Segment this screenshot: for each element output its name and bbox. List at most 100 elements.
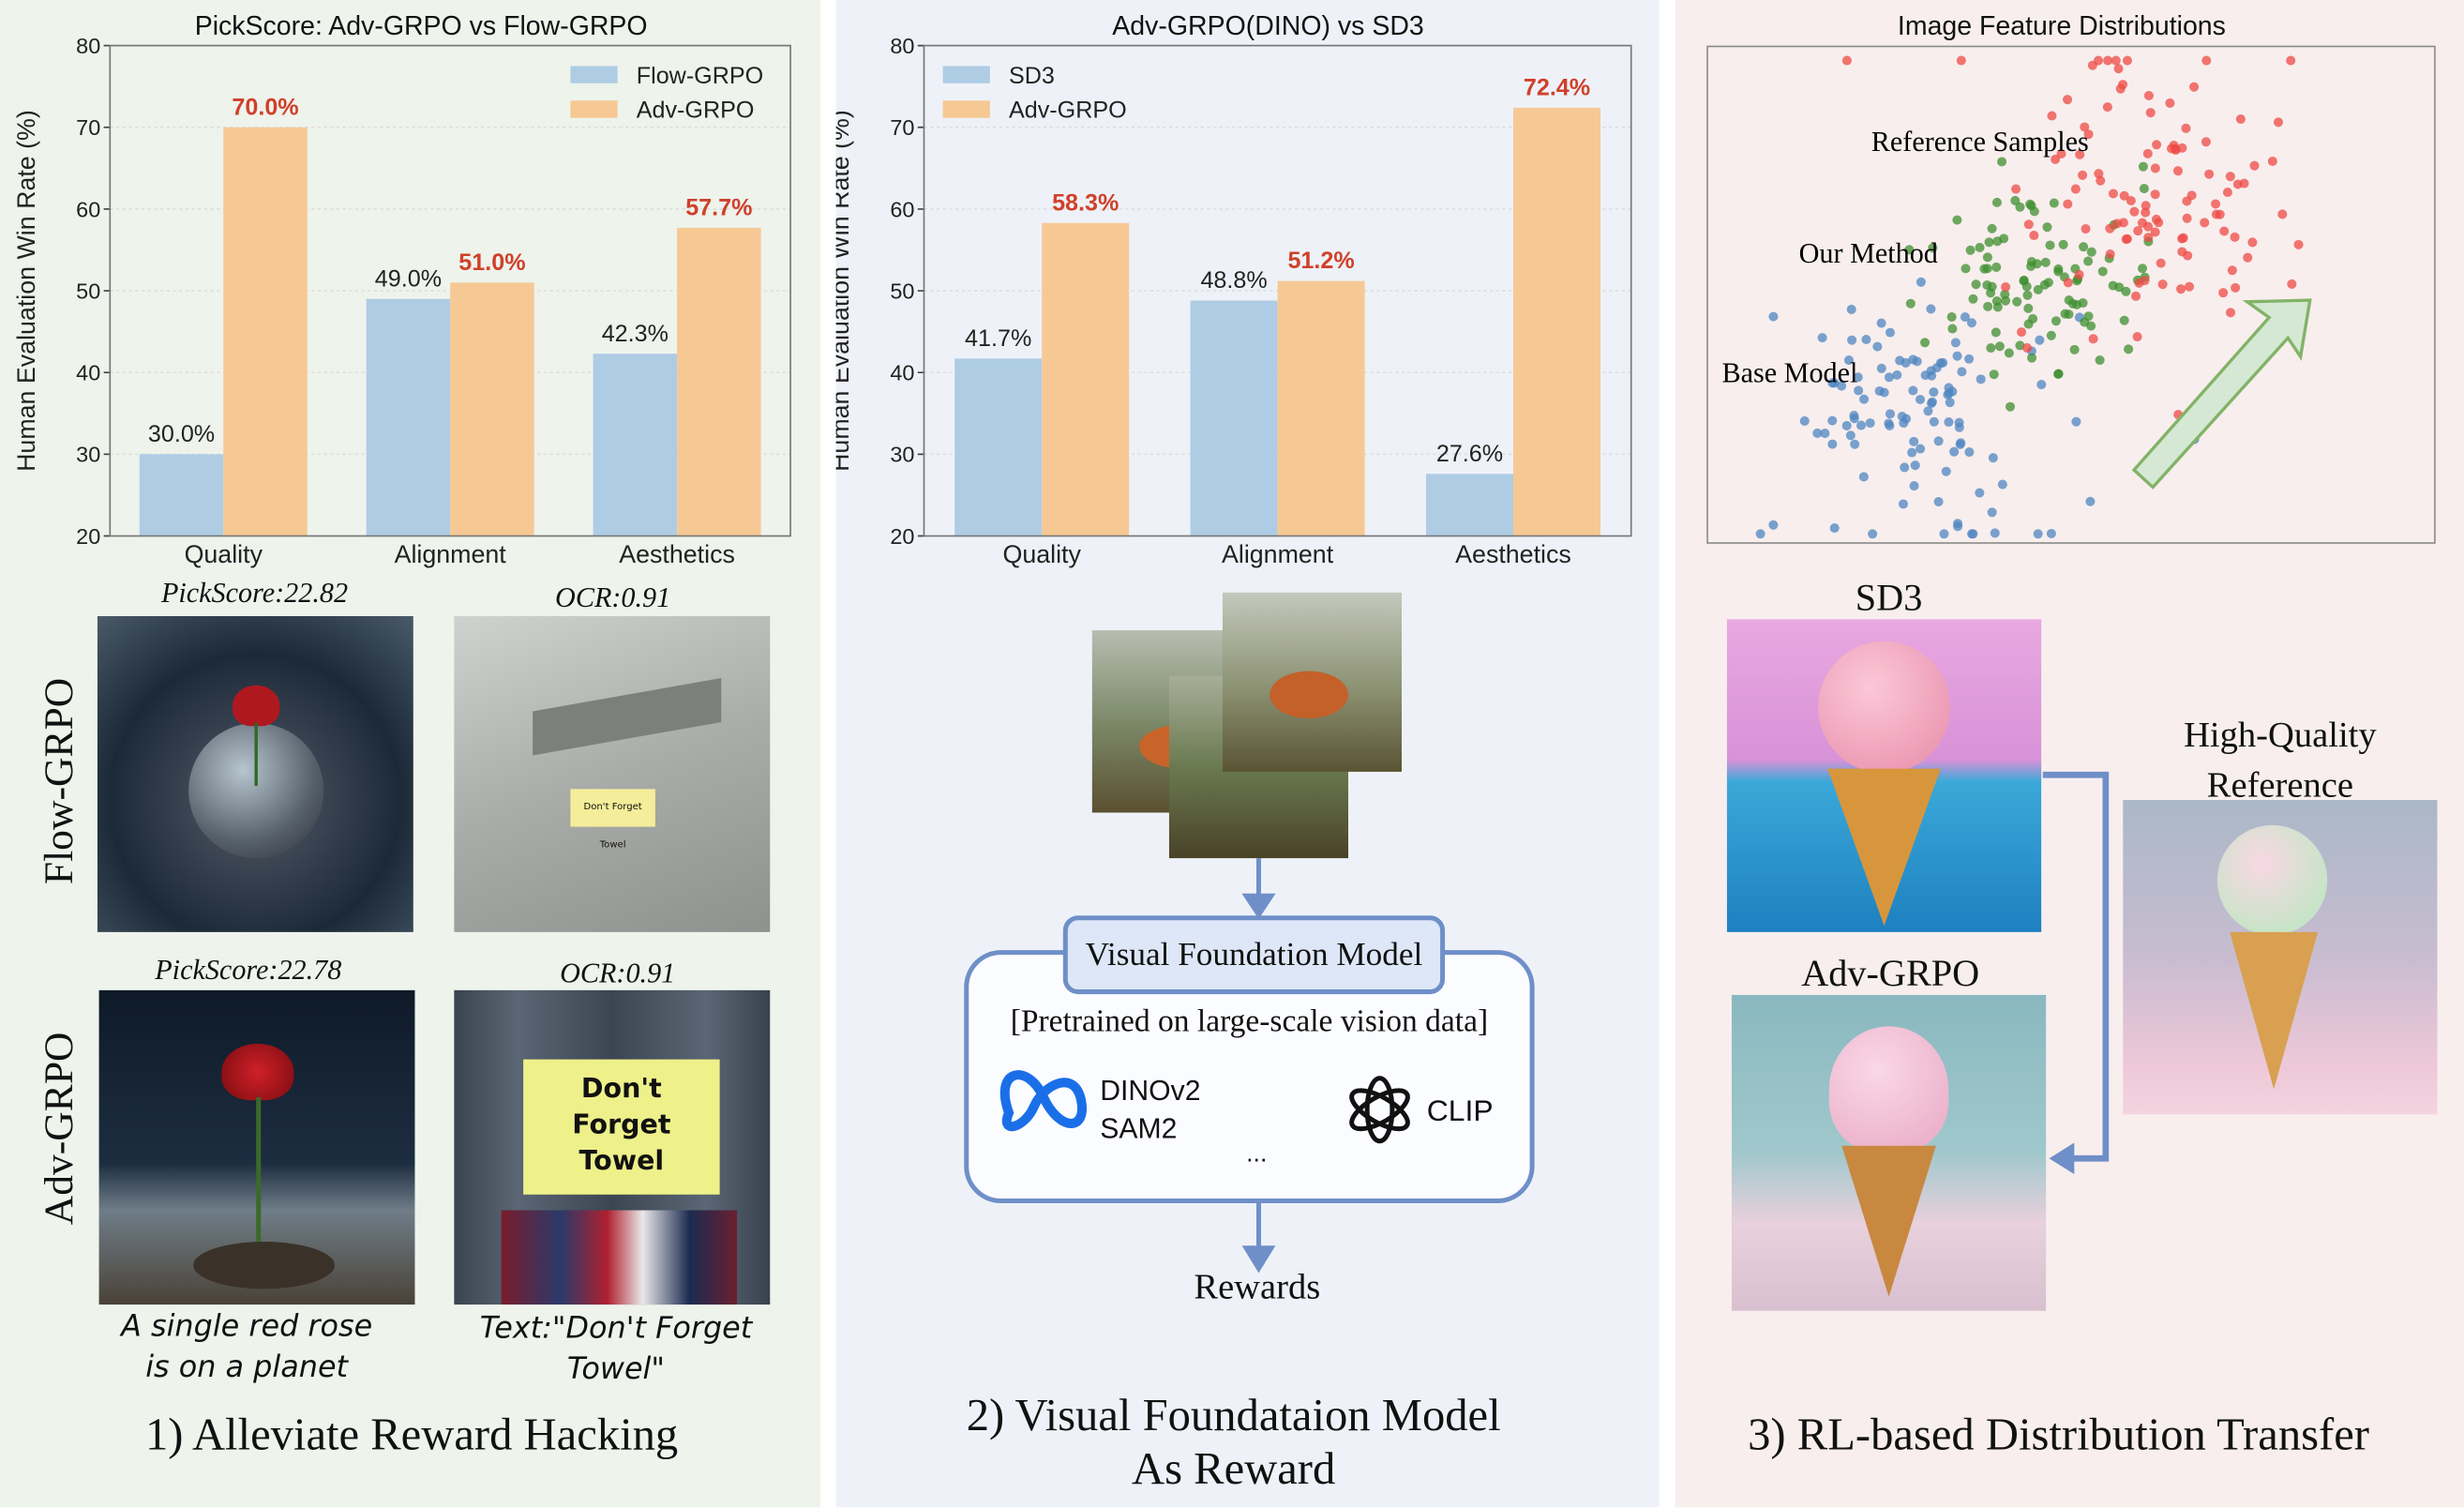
scatter-point-reference-samples: [2176, 284, 2186, 294]
y-tick-label: 30: [76, 443, 100, 467]
scatter-point-base-model: [1799, 415, 1810, 426]
scatter-point-reference-samples: [2088, 334, 2098, 344]
scatter-point-our-method: [1947, 324, 1958, 334]
image-reference-icecream: [2123, 800, 2438, 1115]
scatter-point-base-model: [1876, 318, 1886, 328]
scatter-point-reference-samples: [2083, 129, 2094, 140]
scatter-point-base-model: [1950, 338, 1961, 348]
scatter-point-base-model: [1901, 414, 1912, 424]
clothes-shape: [501, 1210, 738, 1305]
scatter-point-reference-samples: [2141, 201, 2151, 211]
scatter-point-reference-samples: [2267, 156, 2277, 166]
scatter-point-base-model: [2035, 335, 2045, 345]
scatter-point-base-model: [1997, 479, 2007, 490]
scatter-point-base-model: [1843, 355, 1854, 366]
scatter-point-base-model: [1941, 466, 1951, 476]
scatter-point-our-method: [2046, 330, 2056, 340]
scatter-point-reference-samples: [2286, 55, 2296, 66]
scatter-point-base-model: [2036, 380, 2047, 390]
cone-shape: [1827, 768, 1941, 927]
scatter-point-reference-samples: [2063, 199, 2073, 209]
scatter-point-our-method: [1986, 343, 1996, 354]
scatter-point-reference-samples: [2165, 98, 2175, 108]
bar-flow-grpo: [593, 354, 678, 536]
cone-shape: [2230, 931, 2319, 1090]
scatter-point-reference-samples: [2211, 199, 2221, 209]
scatter-point-our-method: [1994, 341, 2005, 352]
data-label: 30.0%: [148, 421, 215, 447]
scatter-point-our-method: [2124, 344, 2134, 354]
scatter-point-base-model: [1964, 354, 1975, 364]
arrow-head: [1241, 1245, 1276, 1274]
scatter-point-reference-samples: [2145, 108, 2156, 118]
scatter-point-our-method: [1997, 157, 2007, 167]
scatter-point-base-model: [1817, 333, 1827, 343]
scatter-point-reference-samples: [2140, 276, 2150, 286]
scatter-point-our-method: [2064, 295, 2074, 306]
scatter-point-base-model: [1858, 472, 1869, 482]
scatter-point-reference-samples: [2167, 143, 2177, 154]
scatter-point-our-method: [1984, 237, 1994, 248]
ground-shape: [193, 1242, 335, 1289]
scatter-point-base-model: [1953, 521, 1963, 532]
scatter-point-reference-samples: [2047, 111, 2057, 121]
row-label-adv-grpo: Adv-GRPO: [36, 1032, 83, 1226]
scatter-point-our-method: [2045, 240, 2055, 250]
data-label: 42.3%: [602, 321, 669, 347]
y-axis-label: Human Evaluation Win Rate (%): [12, 110, 40, 472]
scatter-point-base-model: [1916, 277, 1926, 287]
mail-slot-shape: [533, 678, 722, 756]
data-label: 41.7%: [965, 325, 1031, 352]
scatter-point-reference-samples: [2108, 188, 2118, 199]
scatter-point-base-model: [1929, 416, 1939, 427]
scatter-point-our-method: [2114, 282, 2125, 293]
x-tick-label: Alignment: [395, 540, 507, 568]
bar-sd3: [954, 358, 1043, 536]
y-tick-label: 60: [76, 197, 100, 221]
scatter-point-our-method: [2137, 264, 2148, 274]
panel-vfm-reward: Adv-GRPO(DINO) vs SD3 20 30 40 50 60 70 80 Qual…: [835, 0, 1660, 1508]
scatter-point-our-method: [2058, 239, 2068, 249]
scatter-point-base-model: [1901, 357, 1911, 368]
scatter-point-our-method: [1905, 298, 1916, 309]
scatter-title: Image Feature Distributions: [1897, 10, 2226, 41]
scatter-frame: [1706, 45, 2436, 544]
scatter-point-our-method: [2086, 247, 2096, 257]
icecream-scoop-shape: [2216, 824, 2328, 936]
scatter-point-our-method: [1919, 338, 1931, 348]
sign-line: Forget: [572, 1109, 671, 1141]
label-line: Reference: [2206, 765, 2353, 806]
scatter-point-reference-samples: [2181, 123, 2191, 133]
sign-line: Don't: [580, 1073, 662, 1106]
y-tick-label: 60: [890, 197, 914, 221]
scatter-point-our-method: [1975, 242, 1985, 252]
data-label: 51.2%: [1287, 248, 1354, 274]
scatter-point-our-method: [1979, 264, 1990, 274]
scatter-point-base-model: [1827, 415, 1838, 426]
scatter-point-base-model: [1846, 304, 1856, 314]
legend-label: Adv-GRPO: [637, 98, 755, 124]
scatter-point-reference-samples: [2118, 218, 2128, 228]
panel-title: 3) RL-based Distribution Transfer: [1748, 1410, 2369, 1461]
scatter-point-reference-samples: [2078, 170, 2088, 180]
more-models-ellipsis: ...: [1246, 1140, 1268, 1169]
scatter-point-our-method: [1983, 301, 1993, 311]
scatter-point-reference-samples: [2227, 265, 2237, 276]
scatter-point-reference-samples: [2157, 279, 2168, 290]
scatter-point-base-model: [1949, 446, 1960, 457]
x-tick-label: Aesthetics: [1455, 540, 1571, 568]
image-text-adv-grpo: Don't Forget Towel: [454, 989, 771, 1305]
y-tick-label: 70: [76, 115, 100, 140]
scatter-point-our-method: [1999, 234, 2009, 244]
bar-sd3: [1190, 300, 1278, 536]
scatter-point-reference-samples: [2152, 140, 2162, 150]
legend-swatch: [942, 66, 990, 83]
scatter-point-reference-samples: [2141, 207, 2151, 218]
scatter-point-base-model: [1884, 372, 1895, 383]
scatter-point-our-method: [1961, 264, 1971, 274]
scatter-point-reference-samples: [2143, 233, 2154, 243]
scatter-point-reference-samples: [2230, 232, 2240, 242]
bar-adv-grpo: [1042, 222, 1130, 536]
prompt-line: A single red rose: [121, 1309, 373, 1344]
scatter-point-our-method: [1989, 369, 1999, 380]
